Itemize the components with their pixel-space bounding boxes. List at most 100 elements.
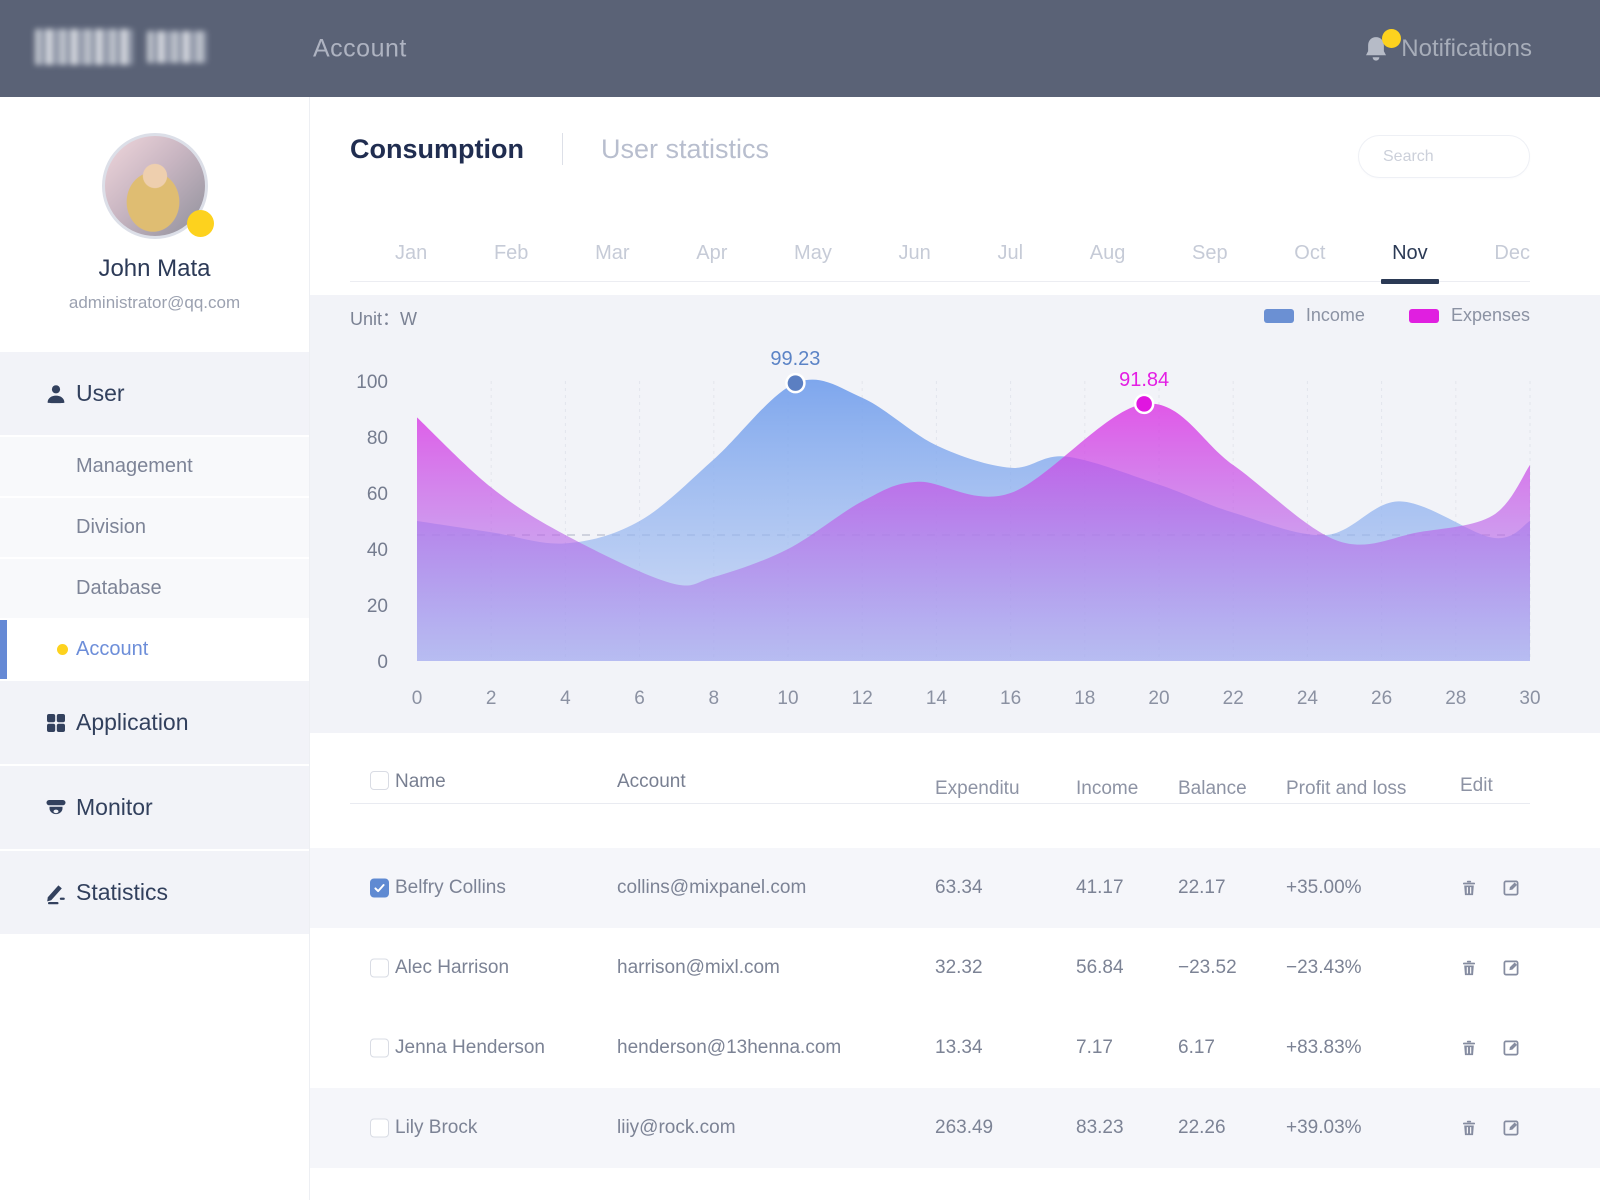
svg-text:20: 20 [1148,688,1169,709]
sidebar-item-application[interactable]: Application [0,681,309,766]
month-tabs: Jan Feb Mar Apr May Jun Jul Aug Sep Oct Nov Dec [350,237,1530,282]
avatar-photo [101,133,208,239]
select-all-checkbox[interactable] [370,771,389,790]
edit-row-icon[interactable] [1502,959,1520,977]
month-tab-mar[interactable]: Mar [595,242,630,264]
column-header-inc: Income [1076,778,1139,799]
month-tab-apr[interactable]: Apr [696,242,728,264]
tab-consumption[interactable]: Consumption [350,133,524,164]
svg-text:22: 22 [1223,688,1244,709]
month-tab-aug[interactable]: Aug [1089,242,1126,264]
tab-user-statistics[interactable]: User statistics [600,133,770,164]
svg-text:6: 6 [634,688,645,709]
sidebar-item-database[interactable]: Database [0,559,309,620]
svg-text:20: 20 [367,596,388,617]
cell-profit-loss: +35.00% [1286,877,1362,898]
edit-row-icon[interactable] [1502,1039,1520,1057]
svg-text:8: 8 [709,688,720,709]
page-title: Account [313,34,407,62]
svg-text:12: 12 [852,688,873,709]
content-tabs: Consumption User statistics [350,133,769,165]
cell-income: 56.84 [1076,957,1124,978]
table-row: Lily Brock liiy@rock.com 263.49 83.23 22.26 +… [310,1088,1600,1168]
top-header: Account Notifications [0,0,1600,97]
search-input[interactable] [1358,135,1530,178]
delete-row-icon[interactable] [1460,879,1478,897]
month-tab-dec[interactable]: Dec [1494,242,1530,264]
svg-text:80: 80 [367,428,388,449]
column-header-profit: Profit and loss [1286,778,1407,799]
cell-balance: −23.52 [1178,957,1237,978]
grid-icon [44,711,68,735]
cell-balance: 6.17 [1178,1037,1215,1058]
legend-swatch [1263,308,1294,323]
sidebar-item-account[interactable]: Account [0,620,309,681]
cell-expenditure: 32.32 [935,957,983,978]
cell-account: collins@mixpanel.com [617,877,807,898]
sidebar-item-label: Account [76,638,149,660]
sidebar-item-label: Monitor [76,794,153,820]
sidebar-item-label: Division [76,516,147,538]
edit-row-icon[interactable] [1502,879,1520,897]
notifications-button[interactable]: Notifications [1361,28,1532,66]
sidebar-item-user[interactable]: User [0,352,309,437]
cell-profit-loss: −23.43% [1286,957,1362,978]
cell-expenditure: 263.49 [935,1117,994,1138]
table-row: Belfry Collins collins@mixpanel.com 63.34 4… [310,848,1600,928]
cell-expenditure: 63.34 [935,877,983,898]
row-checkbox[interactable] [370,878,389,898]
cell-income: 41.17 [1076,877,1124,898]
active-item-dot [57,644,68,655]
svg-text:26: 26 [1371,688,1392,709]
notifications-label: Notifications [1401,34,1532,62]
table-header-divider [350,803,1530,804]
edit-row-icon[interactable] [1502,1119,1520,1137]
cell-account: liiy@rock.com [617,1117,736,1138]
cell-name: Jenna Henderson [395,1037,545,1058]
month-tab-jul[interactable]: Jul [997,242,1024,264]
sidebar-item-management[interactable]: Management [0,437,309,498]
cell-balance: 22.17 [1178,877,1226,898]
column-header-account: Account [617,771,686,792]
sidebar-item-monitor[interactable]: Monitor [0,766,309,851]
legend-label: Income [1305,305,1365,325]
svg-text:16: 16 [1000,688,1021,709]
cell-name: Lily Brock [395,1117,478,1138]
chart-unit-label: Unit：W [350,309,417,329]
month-tab-oct[interactable]: Oct [1294,242,1326,264]
column-header-name: Name [395,771,446,792]
delete-row-icon[interactable] [1460,1119,1478,1137]
delete-row-icon[interactable] [1460,1039,1478,1057]
camera-icon [44,796,68,820]
sidebar-item-label: User [76,380,125,406]
month-tab-jun[interactable]: Jun [898,242,931,264]
month-tab-may[interactable]: May [794,242,832,264]
avatar-status-dot [186,210,214,237]
legend-label: Expenses [1450,305,1530,325]
month-tab-jan[interactable]: Jan [395,242,428,264]
cell-income: 83.23 [1076,1117,1124,1138]
user-avatar [101,133,214,239]
svg-text:100: 100 [356,372,388,393]
month-tab-sep[interactable]: Sep [1192,242,1228,264]
row-checkbox[interactable] [370,958,389,978]
row-checkbox[interactable] [370,1038,389,1058]
main-content: Consumption User statistics Jan Feb Mar Apr… [310,97,1600,1200]
chart-section: Unit：W Income Expenses 0 2 4 6 8 10 12 14 16 18 20 2… [310,295,1600,733]
svg-text:0: 0 [412,688,423,709]
month-tab-nov[interactable]: Nov [1392,237,1428,281]
user-icon [44,382,68,406]
svg-text:40: 40 [367,540,388,561]
delete-row-icon[interactable] [1460,959,1478,977]
svg-text:18: 18 [1074,688,1095,709]
sidebar-item-division[interactable]: Division [0,498,309,559]
svg-text:60: 60 [367,484,388,505]
sidebar-item-statistics[interactable]: Statistics [0,851,309,936]
notification-badge [1382,28,1402,48]
cell-profit-loss: +39.03% [1286,1117,1362,1138]
row-checkbox[interactable] [370,1118,389,1138]
user-name: John Mata [98,255,211,282]
month-tab-feb[interactable]: Feb [493,242,529,264]
svg-text:24: 24 [1297,688,1319,709]
legend-item-expenses: Expenses [1408,305,1530,326]
